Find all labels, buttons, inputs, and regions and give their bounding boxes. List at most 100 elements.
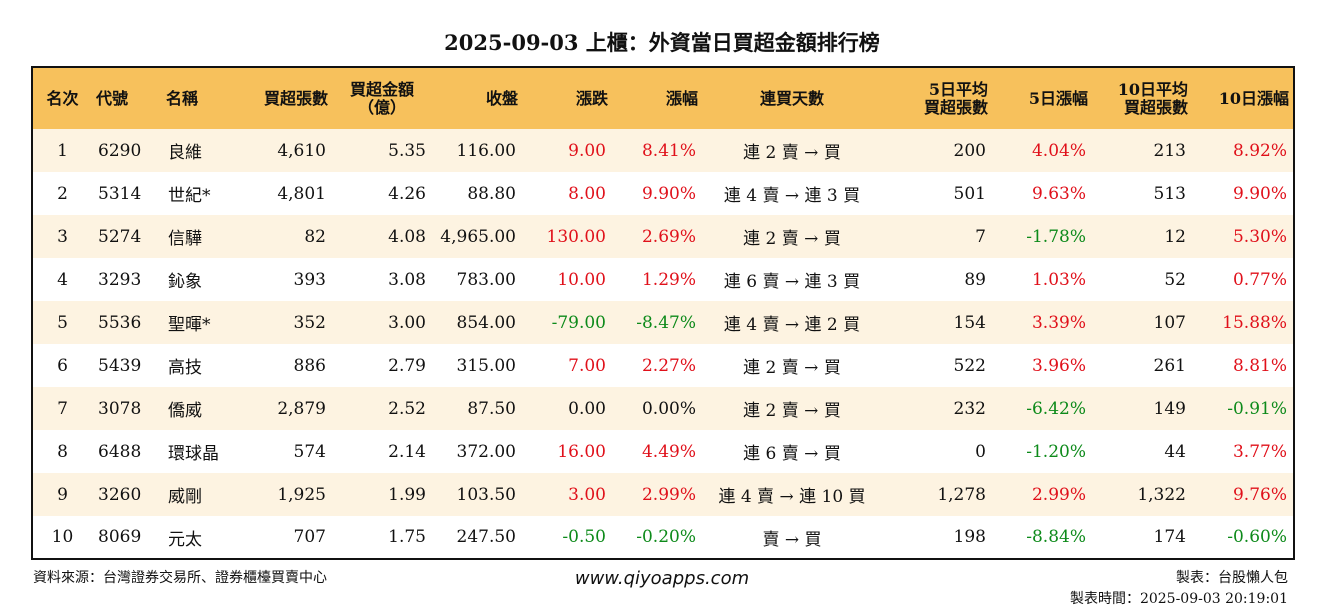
cell-change-pct: 2.27% <box>641 355 696 376</box>
cell-buy-streak: 連 2 賣 → 買 <box>743 401 841 421</box>
cell-close: 315.00 <box>456 355 516 376</box>
header-5d-change: 5日漲幅 <box>1028 88 1088 108</box>
cell-buy-streak: 連 2 賣 → 買 <box>743 229 841 249</box>
cell-change-pct: 8.41% <box>641 140 696 161</box>
cell-close: 247.50 <box>456 527 516 547</box>
cell-5d-avg: 0 <box>975 441 986 462</box>
cell-code: 5274 <box>98 226 142 247</box>
cell-code: 8069 <box>98 527 142 547</box>
cell-5d-avg: 154 <box>953 312 986 333</box>
cell-10d-change: 0.77% <box>1232 269 1287 290</box>
cell-net-buy-shares: 4,801 <box>277 183 326 204</box>
cell-5d-avg: 200 <box>953 140 986 161</box>
cell-rank: 10 <box>51 527 74 547</box>
cell-rank: 6 <box>57 355 68 376</box>
cell-change: 8.00 <box>568 183 606 204</box>
cell-10d-avg: 1,322 <box>1137 484 1186 505</box>
cell-change-pct: -0.20% <box>636 527 696 547</box>
cell-change-pct: 4.49% <box>641 441 696 462</box>
cell-code: 3293 <box>98 269 142 290</box>
cell-rank: 3 <box>57 226 68 247</box>
table-row: 2 5314 世紀* 4,801 4.26 88.80 8.00 9.90% 連 4 賣 → 連… <box>32 172 1294 215</box>
cell-net-buy-amount: 2.79 <box>388 355 426 376</box>
cell-name: 信驊 <box>168 229 202 249</box>
cell-net-buy-amount: 2.52 <box>388 398 426 419</box>
cell-code: 6488 <box>98 441 142 462</box>
cell-change: -0.50 <box>562 527 606 547</box>
cell-rank: 9 <box>57 484 68 505</box>
cell-rank: 8 <box>57 441 68 462</box>
cell-5d-change: 2.99% <box>1031 484 1086 505</box>
cell-close: 372.00 <box>456 441 516 462</box>
table-row: 9 3260 威剛 1,925 1.99 103.50 3.00 2.99% 連 4 賣 → 連… <box>32 473 1294 516</box>
cell-net-buy-amount: 4.26 <box>388 183 426 204</box>
cell-rank: 5 <box>57 312 68 333</box>
cell-10d-change: -0.60% <box>1227 527 1287 547</box>
cell-code: 3078 <box>98 398 142 419</box>
cell-5d-change: -8.84% <box>1026 527 1086 547</box>
cell-close: 783.00 <box>456 269 516 290</box>
cell-close: 87.50 <box>467 398 516 419</box>
cell-5d-change: 9.63% <box>1031 183 1086 204</box>
cell-name: 威剛 <box>168 487 202 507</box>
cell-change-pct: 2.99% <box>641 484 696 505</box>
cell-code: 3260 <box>98 484 142 505</box>
cell-change-pct: 1.29% <box>641 269 696 290</box>
cell-name: 環球晶 <box>168 444 219 464</box>
cell-code: 5314 <box>98 183 142 204</box>
cell-net-buy-amount: 1.99 <box>388 484 426 505</box>
cell-10d-change: 8.92% <box>1232 140 1287 161</box>
table-row: 1 6290 良維 4,610 5.35 116.00 9.00 8.41% 連 2 賣 → 買… <box>32 129 1294 172</box>
header-net-buy-shares: 買超張數 <box>263 88 328 108</box>
cell-10d-avg: 44 <box>1164 441 1186 462</box>
table-row: 3 5274 信驊 82 4.08 4,965.00 130.00 2.69% 連 2 賣 → … <box>32 215 1294 258</box>
cell-code: 5439 <box>98 355 142 376</box>
header-buy-streak: 連買天數 <box>759 88 824 108</box>
cell-10d-avg: 213 <box>1153 140 1186 161</box>
page-title: 2025-09-03 上櫃：外資當日買超金額排行榜 <box>444 30 880 55</box>
cell-5d-avg: 1,278 <box>937 484 986 505</box>
cell-10d-change: 15.88% <box>1222 312 1287 333</box>
cell-10d-avg: 107 <box>1153 312 1186 333</box>
header-code: 代號 <box>96 88 129 108</box>
cell-5d-avg: 89 <box>964 269 986 290</box>
cell-name: 高技 <box>168 358 202 378</box>
cell-10d-change: 5.30% <box>1232 226 1287 247</box>
cell-buy-streak: 連 2 賣 → 買 <box>743 358 841 378</box>
cell-change: 7.00 <box>568 355 606 376</box>
cell-name: 元太 <box>168 529 202 550</box>
footer-made-time: 製表時間：2025-09-03 20:19:01 <box>1069 591 1288 607</box>
cell-name: 聖暉* <box>168 315 211 335</box>
table-row: 4 3293 鈊象 393 3.08 783.00 10.00 1.29% 連 6 賣 → 連 … <box>32 258 1294 301</box>
footer-source: 資料來源：台灣證券交易所、證券櫃檯買賣中心 <box>33 570 327 586</box>
cell-close: 88.80 <box>467 183 516 204</box>
cell-buy-streak: 連 4 賣 → 連 2 買 <box>723 315 861 335</box>
cell-rank: 4 <box>57 269 68 290</box>
cell-rank: 1 <box>57 140 68 161</box>
cell-net-buy-amount: 2.14 <box>388 441 426 462</box>
cell-change-pct: 9.90% <box>641 183 696 204</box>
cell-buy-streak: 連 2 賣 → 買 <box>743 143 841 163</box>
table-row: 10 8069 元太 707 1.75 247.50 -0.50 -0.20% 賣 → 買 198… <box>32 516 1294 559</box>
cell-5d-change: 1.03% <box>1031 269 1086 290</box>
cell-net-buy-amount: 3.08 <box>388 269 426 290</box>
table-header-row: 名次 代號 名稱 買超張數 買超金額 （億） 收盤 漲跌 漲幅 連買天數 5日平… <box>32 67 1294 129</box>
cell-10d-avg: 52 <box>1164 269 1186 290</box>
header-10d-change: 10日漲幅 <box>1218 88 1289 108</box>
cell-5d-avg: 501 <box>953 183 986 204</box>
cell-5d-avg: 198 <box>953 527 986 547</box>
ranking-table: 名次 代號 名稱 買超張數 買超金額 （億） 收盤 漲跌 漲幅 連買天數 5日平… <box>31 66 1295 560</box>
cell-net-buy-shares: 82 <box>304 226 326 247</box>
cell-name: 世紀* <box>168 186 211 206</box>
cell-10d-avg: 174 <box>1153 527 1186 547</box>
cell-5d-avg: 232 <box>953 398 986 419</box>
cell-net-buy-shares: 393 <box>293 269 326 290</box>
header-name: 名稱 <box>166 88 199 108</box>
footer-site-url[interactable]: www.qiyoapps.com <box>574 568 750 589</box>
cell-10d-avg: 513 <box>1153 183 1186 204</box>
cell-net-buy-amount: 1.75 <box>388 527 426 547</box>
cell-change: 16.00 <box>557 441 606 462</box>
header-10d-avg: 10日平均 買超張數 <box>1117 79 1188 117</box>
cell-change-pct: -8.47% <box>636 312 696 333</box>
cell-change: 3.00 <box>568 484 606 505</box>
